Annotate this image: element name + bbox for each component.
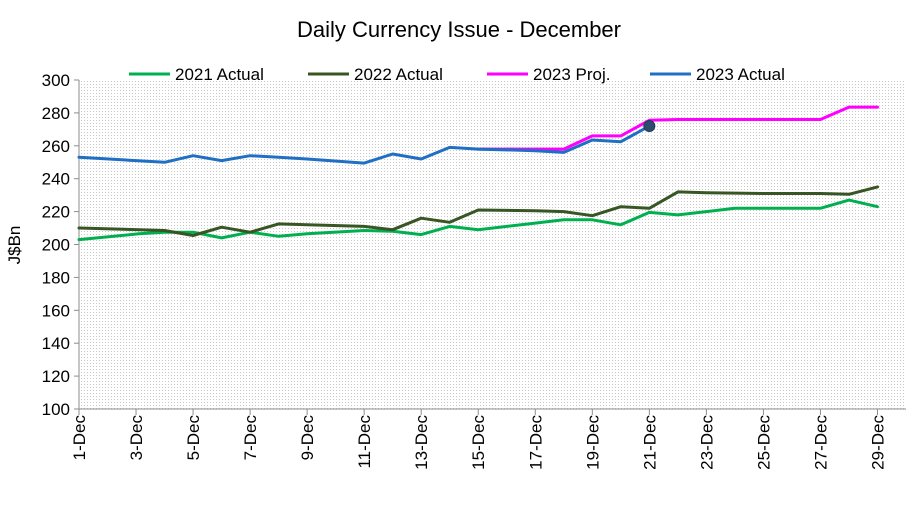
x-tick-label: 17-Dec	[526, 415, 545, 470]
x-tick-label: 13-Dec	[412, 415, 431, 470]
x-tick-label: 11-Dec	[355, 415, 374, 469]
y-tick-label: 220	[42, 203, 70, 222]
x-tick-label: 21-Dec	[640, 415, 659, 470]
x-tick-label: 3-Dec	[127, 415, 146, 461]
highlight-marker	[643, 120, 656, 133]
plot-area	[79, 80, 906, 409]
axes: 100 120 140 160 180 200 220 240 260 280 300 1-Dec 3-…	[42, 71, 906, 470]
x-tick-label: 9-Dec	[298, 415, 317, 461]
legend-label: 2023 Actual	[696, 65, 785, 84]
y-tick-label: 240	[42, 170, 70, 189]
x-tick-label: 7-Dec	[241, 415, 260, 461]
x-tick-label: 25-Dec	[754, 415, 773, 470]
x-tick-label: 5-Dec	[184, 415, 203, 461]
x-tick-label: 19-Dec	[583, 415, 602, 470]
legend-label: 2023 Proj.	[533, 65, 611, 84]
x-tick-label: 23-Dec	[697, 415, 716, 470]
y-tick-label: 140	[42, 334, 70, 353]
chart-title: Daily Currency Issue - December	[297, 17, 621, 42]
y-tick-label: 160	[42, 301, 70, 320]
legend-label: 2021 Actual	[175, 65, 264, 84]
y-axis-label: J$Bn	[5, 226, 24, 265]
x-tick-label: 15-Dec	[469, 415, 488, 470]
series-line-2023-proj	[476, 105, 879, 151]
y-tick-label: 300	[42, 71, 70, 90]
y-tick-label: 180	[42, 268, 70, 287]
y-tick-label: 120	[42, 367, 70, 386]
series-line-2022-actual	[77, 185, 879, 237]
x-tick-label: 1-Dec	[70, 415, 89, 461]
series-lines	[77, 105, 879, 242]
series-line-2021-actual	[77, 198, 879, 242]
y-tick-label: 260	[42, 137, 70, 156]
x-tick-label: 27-Dec	[811, 415, 830, 470]
y-tick-label: 100	[42, 400, 70, 419]
y-tick-label: 200	[42, 236, 70, 255]
x-tick-label: 29-Dec	[868, 415, 887, 470]
legend: 2021 Actual 2022 Actual 2023 Proj. 2023 Act…	[129, 65, 785, 84]
series-line-2023-actual	[77, 124, 651, 165]
y-tick-label: 280	[42, 104, 70, 123]
legend-label: 2022 Actual	[354, 65, 443, 84]
